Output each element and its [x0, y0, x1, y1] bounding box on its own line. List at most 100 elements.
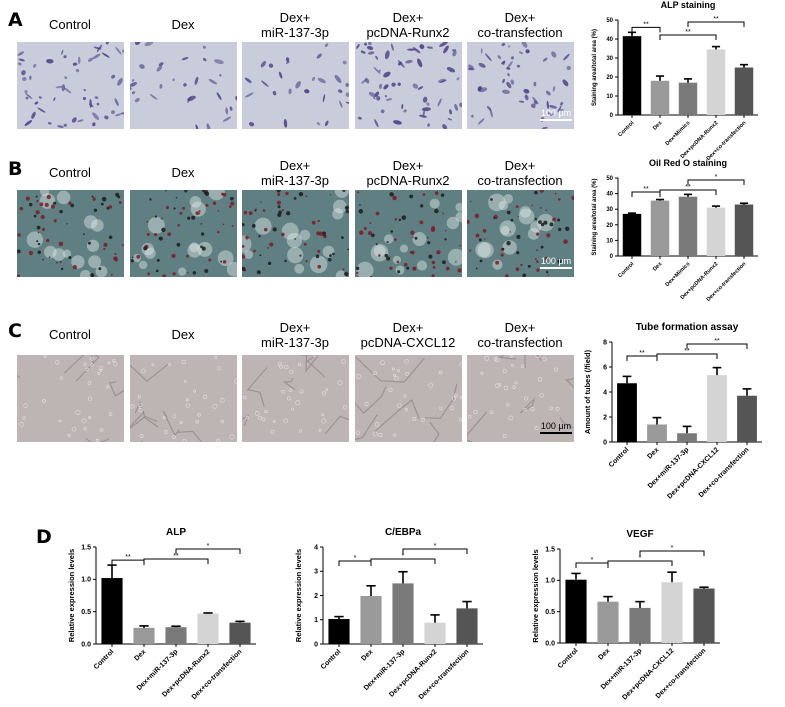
y-tick-label: 1.0 — [545, 578, 555, 585]
micrograph-label: Dex+ co-transfection — [477, 10, 563, 40]
micrograph-label: Dex+ co-transfection — [477, 158, 563, 188]
bar — [647, 424, 667, 442]
micrograph-label: Dex+ miR-137-3p — [261, 158, 329, 188]
y-tick-label: 8 — [603, 339, 607, 346]
chart-title: ALP — [166, 527, 186, 538]
chart-alp-staining: ALP staining 0 10 20 30 40 50 Staining area/tot… — [580, 0, 765, 162]
bar — [197, 613, 219, 644]
micrograph-image — [17, 42, 124, 129]
y-tick-label: 0.5 — [81, 609, 91, 616]
y-tick-label: 0 — [314, 641, 318, 648]
significance-marker: ** — [173, 553, 179, 560]
x-tick-label: Dex — [597, 647, 611, 661]
y-tick-label: 4 — [314, 544, 318, 551]
y-axis-label: Relative expression levels — [67, 549, 76, 642]
significance-marker: * — [402, 553, 405, 560]
bar — [678, 196, 698, 256]
micrograph-label: Control — [49, 17, 91, 32]
chart-title: VEGF — [626, 529, 653, 540]
y-tick-label: 3 — [314, 569, 318, 576]
y-axis-label: Relative expression levels — [531, 549, 540, 642]
chart-cebpa-expression: C/EBPa 0 1 2 3 4 Relative expression levels Con… — [294, 520, 510, 701]
x-tick-label: Control — [617, 261, 635, 279]
x-tick-label: Dex — [652, 261, 664, 273]
bar — [133, 627, 155, 644]
significance-marker: ** — [643, 21, 649, 28]
bar — [706, 49, 726, 116]
x-tick-label: Dex — [646, 446, 660, 460]
y-tick-label: 0 — [610, 113, 614, 119]
micrograph-image — [467, 190, 574, 277]
micrograph-image — [242, 190, 349, 277]
y-tick-label: 30 — [606, 56, 613, 62]
bar — [650, 80, 670, 115]
y-tick-label: 2 — [603, 414, 607, 421]
significance-marker: ** — [685, 29, 691, 36]
bar — [706, 207, 726, 256]
significance-marker: ** — [684, 348, 690, 355]
micrograph-image — [130, 355, 237, 442]
micrograph-image — [130, 190, 237, 277]
bar — [622, 36, 642, 115]
micrograph-image — [467, 355, 574, 442]
chart-title: Tube formation assay — [636, 322, 739, 333]
micrograph-image — [355, 190, 462, 277]
x-tick-label: Control — [93, 648, 116, 671]
micrograph-image — [355, 355, 462, 442]
significance-marker: ** — [125, 554, 131, 561]
x-tick-label: Dex — [360, 648, 374, 662]
x-tick-label: Dex+Mimics — [665, 120, 692, 147]
bar — [392, 583, 414, 644]
scale-bar: 100 μm — [540, 256, 572, 269]
y-tick-label: 2 — [314, 593, 318, 600]
bar — [565, 579, 587, 643]
bar — [707, 375, 727, 442]
y-axis-label: Relative expression levels — [294, 549, 303, 642]
y-axis-label: Staining area/total area (%) — [592, 29, 598, 106]
bar — [734, 204, 754, 256]
micrograph-label: Control — [49, 327, 91, 342]
micrograph-image — [242, 355, 349, 442]
micrograph-image — [17, 190, 124, 277]
bar — [229, 622, 251, 644]
y-axis-label: Amount of tubes (/field) — [583, 349, 592, 434]
micrograph-label: Dex+ pcDNA-Runx2 — [366, 158, 450, 188]
panel-letter-d: D — [36, 526, 52, 548]
significance-marker: * — [354, 555, 357, 562]
y-tick-label: 0 — [610, 254, 614, 260]
x-tick-label: Dex+pcDNA-CXCL12 — [666, 446, 720, 500]
micrograph-image — [242, 42, 349, 129]
y-tick-label: 1 — [314, 617, 318, 624]
chart-title: C/EBPa — [385, 527, 422, 538]
x-tick-label: Control — [320, 648, 343, 671]
micrograph-label: Dex — [171, 327, 195, 342]
y-tick-label: 10 — [606, 238, 613, 244]
micrograph-label: Control — [49, 165, 91, 180]
scale-bar: 100 μm — [540, 421, 572, 434]
y-tick-label: 1.5 — [81, 544, 91, 551]
x-tick-label: Control — [617, 120, 635, 138]
micrograph-label: Dex+ pcDNA-CXCL12 — [360, 320, 456, 350]
bar — [424, 622, 446, 644]
panel-letter-c: C — [8, 320, 22, 342]
y-tick-label: 30 — [606, 207, 613, 213]
micrograph-label: Dex — [171, 17, 195, 32]
chart-vegf-expression: VEGF 0.0 0.5 1.0 1.5 Relative expression leve… — [530, 520, 745, 702]
bar — [165, 627, 187, 644]
bar — [737, 395, 757, 442]
x-tick-label: Control — [608, 446, 631, 469]
y-axis-label: Staining area/total area (%) — [592, 178, 598, 255]
significance-marker: ** — [685, 184, 691, 191]
significance-marker: * — [715, 174, 718, 181]
significance-marker: * — [591, 557, 594, 564]
significance-marker: * — [639, 555, 642, 562]
bar — [456, 608, 478, 644]
y-tick-label: 40 — [606, 192, 613, 198]
y-tick-label: 0.0 — [81, 641, 91, 648]
chart-alp-expression: ALP 0.0 0.5 1.0 1.5 Relative expression level… — [60, 520, 275, 701]
bar — [360, 595, 382, 644]
y-tick-label: 40 — [606, 37, 613, 43]
y-tick-label: 0 — [603, 439, 607, 446]
chart-oil-red-o-staining: Oil Red O staining 0 10 20 30 40 50 Staining ar… — [580, 150, 765, 303]
micrograph-label: Dex+ miR-137-3p — [261, 320, 329, 350]
